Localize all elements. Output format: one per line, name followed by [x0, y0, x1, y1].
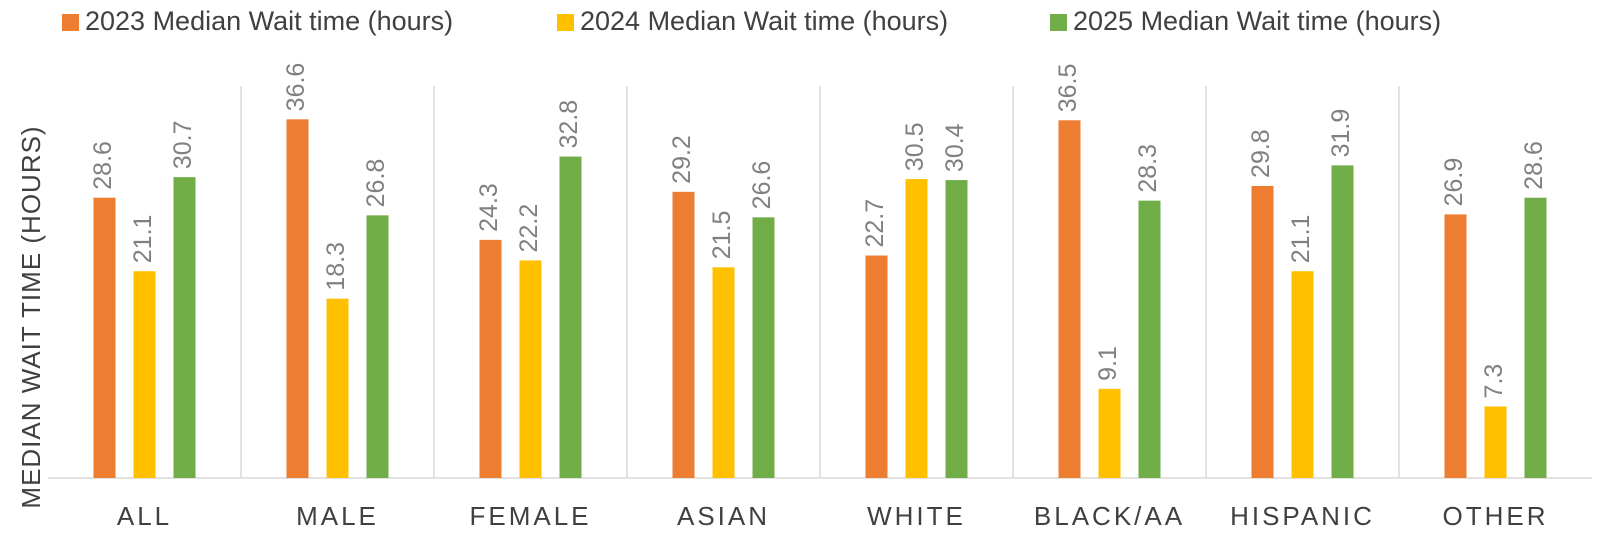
value-label: 26.6: [748, 161, 776, 210]
value-label: 31.9: [1327, 109, 1355, 158]
bar: [905, 179, 928, 478]
value-label: 30.7: [169, 120, 197, 169]
value-label: 21.1: [129, 215, 157, 264]
x-tick-label: BLACK/AA: [1034, 501, 1185, 531]
bar: [1058, 120, 1081, 479]
value-label: 36.5: [1054, 64, 1082, 113]
x-tick-label: ASIAN: [677, 501, 770, 531]
bar: [173, 177, 196, 478]
value-label: 22.7: [861, 199, 889, 248]
value-label: 18.3: [322, 242, 350, 291]
value-label: 21.5: [708, 211, 736, 260]
bar: [1331, 165, 1354, 478]
x-tick-label: OTHER: [1443, 501, 1549, 531]
bar: [1291, 271, 1314, 478]
value-label: 29.2: [668, 135, 696, 184]
bar: [366, 215, 389, 479]
bar: [326, 298, 349, 478]
value-label: 36.6: [282, 63, 310, 112]
bar: [519, 260, 542, 478]
bar: [559, 156, 582, 478]
bar: [672, 191, 695, 478]
value-label: 28.6: [89, 141, 117, 190]
value-label: 30.5: [901, 122, 929, 171]
legend-label: 2025 Median Wait time (hours): [1073, 6, 1441, 36]
bar: [1444, 214, 1467, 478]
legend-swatch: [557, 14, 574, 31]
value-label: 30.4: [941, 123, 969, 172]
value-label: 29.8: [1247, 129, 1275, 178]
value-label: 32.8: [555, 100, 583, 149]
value-label: 28.3: [1134, 144, 1162, 193]
bar: [1484, 406, 1507, 478]
bar: [1098, 388, 1121, 478]
x-tick-label: FEMALE: [469, 501, 591, 531]
value-label: 28.6: [1520, 141, 1548, 190]
y-axis-title: MEDIAN WAIT TIME (HOURS): [16, 125, 46, 508]
bar: [1138, 200, 1161, 478]
bar: [945, 180, 968, 478]
bar: [93, 197, 116, 478]
value-label: 21.1: [1287, 215, 1315, 264]
bar: [865, 255, 888, 478]
x-tick-label: ALL: [117, 501, 172, 531]
legend-swatch: [1050, 14, 1067, 31]
x-tick-label: HISPANIC: [1230, 501, 1375, 531]
bar: [712, 267, 735, 478]
value-label: 9.1: [1094, 346, 1122, 381]
x-tick-label: MALE: [296, 501, 379, 531]
bar: [479, 239, 502, 478]
value-label: 26.9: [1440, 158, 1468, 207]
legend-label: 2023 Median Wait time (hours): [85, 6, 453, 36]
value-label: 26.8: [362, 159, 390, 208]
bar: [286, 119, 309, 478]
bar: [133, 271, 156, 478]
value-label: 22.2: [515, 204, 543, 253]
legend-label: 2024 Median Wait time (hours): [580, 6, 948, 36]
value-label: 7.3: [1480, 364, 1508, 399]
bar: [1251, 185, 1274, 478]
bar: [1524, 197, 1547, 478]
legend-swatch: [62, 14, 79, 31]
value-label: 24.3: [475, 183, 503, 232]
bar: [752, 217, 775, 478]
x-tick-label: WHITE: [867, 501, 966, 531]
